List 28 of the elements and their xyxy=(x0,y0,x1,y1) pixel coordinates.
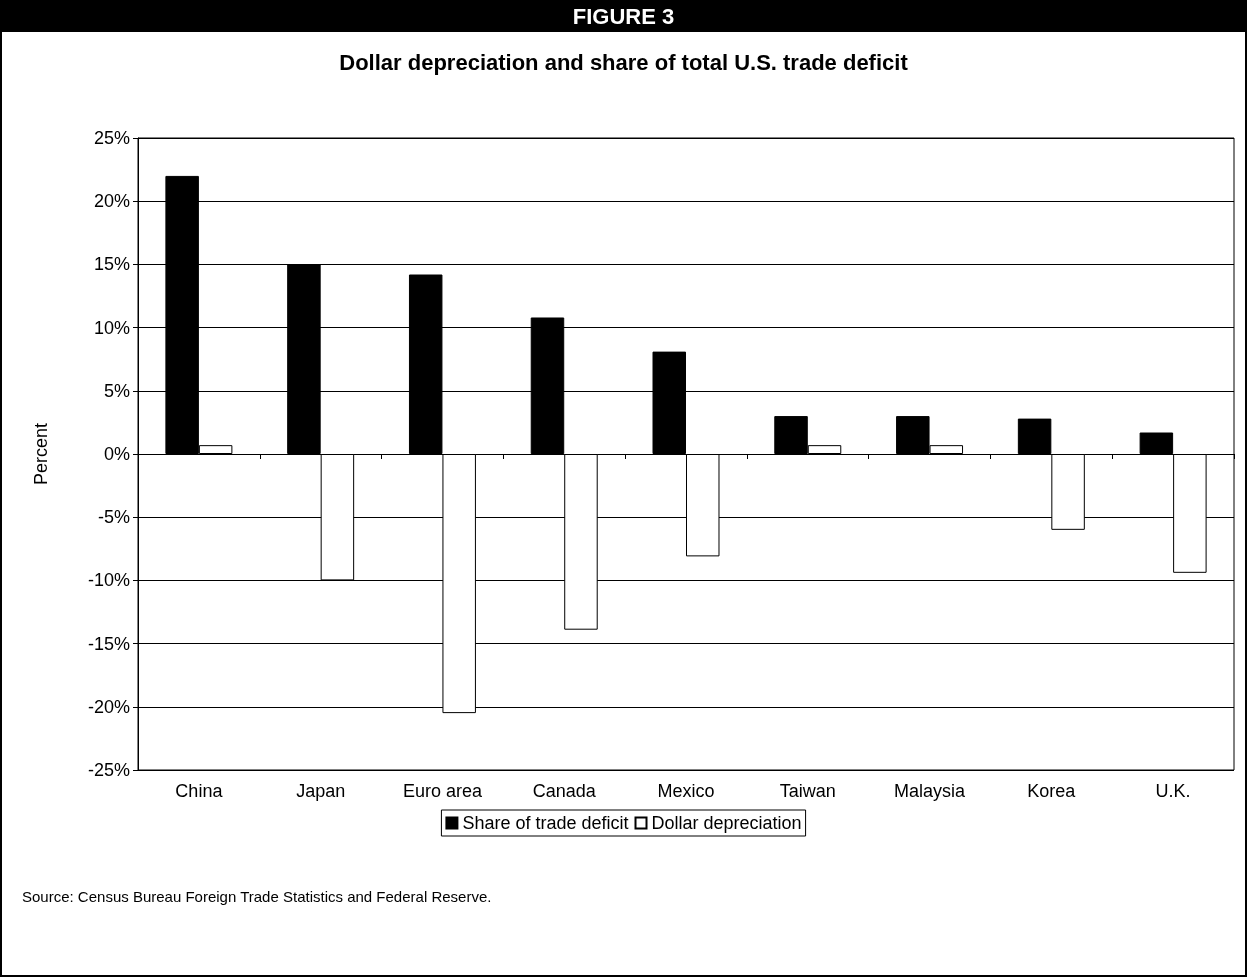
y-tick-label: -10% xyxy=(87,570,130,591)
y-tick-label: 0% xyxy=(103,444,130,464)
chart-title: FIGURE 3 xyxy=(2,2,1245,32)
chart-subtitle: Dollar depreciation and share of total U.S. trade deficit xyxy=(339,49,909,75)
x-tick-label: Mexico xyxy=(657,781,715,801)
x-tick-label: Japan xyxy=(296,781,346,801)
y-tick-label: -20% xyxy=(87,696,130,717)
y-tick-label: 10% xyxy=(93,317,130,338)
legend-label: Share of trade deficit xyxy=(462,813,629,833)
x-tick-label: Canada xyxy=(532,781,597,801)
y-tick-label: -5% xyxy=(97,507,130,528)
x-tick-label: Korea xyxy=(1027,781,1077,801)
y-tick-label: 5% xyxy=(103,380,130,401)
x-tick-label: U.K. xyxy=(1155,781,1191,801)
legend-label: Dollar depreciation xyxy=(651,813,802,833)
x-tick-label: Malaysia xyxy=(894,781,967,801)
x-tick-label: Euro area xyxy=(402,781,483,801)
y-axis-title: Percent xyxy=(31,422,51,486)
y-tick-label: 25% xyxy=(93,128,130,148)
y-tick-label: -15% xyxy=(87,633,130,654)
bar xyxy=(1017,418,1052,454)
y-tick-label: 20% xyxy=(93,191,130,212)
x-tick-label: Taiwan xyxy=(779,781,836,801)
source-note: Source: Census Bureau Foreign Trade Statistics and Federal Reserve. xyxy=(22,888,492,905)
y-tick-label: 15% xyxy=(93,254,130,275)
y-tick-label: -25% xyxy=(87,760,130,780)
x-tick-label: China xyxy=(175,781,224,801)
bar xyxy=(1139,432,1174,454)
